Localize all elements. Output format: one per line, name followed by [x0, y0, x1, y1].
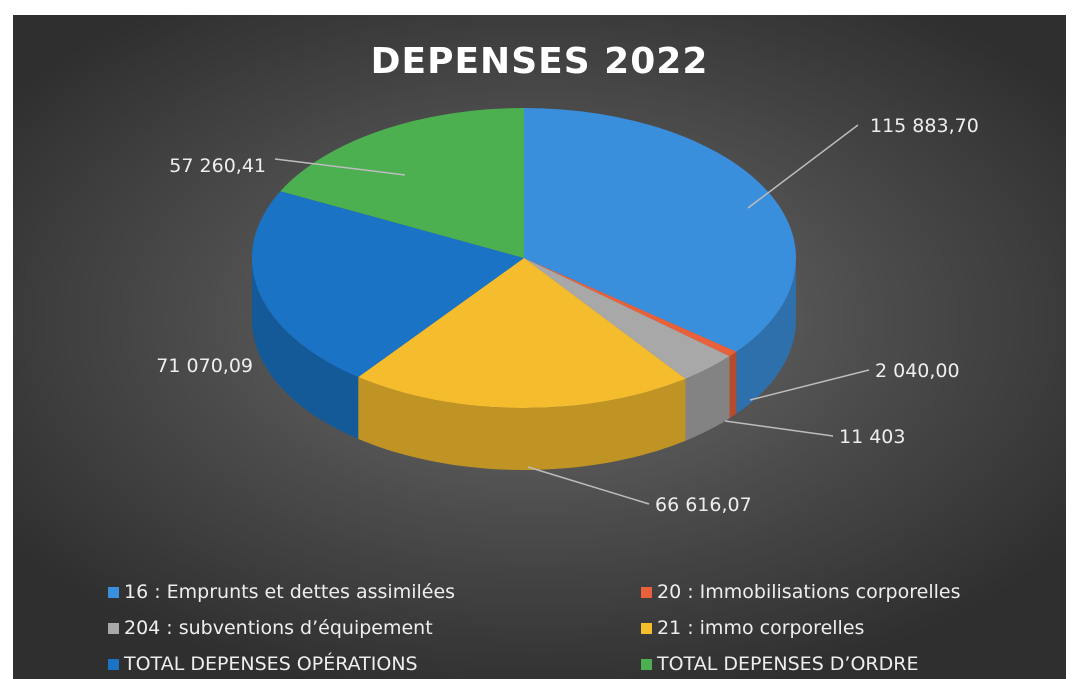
legend-item-3: 21 : immo corporelles [641, 617, 864, 639]
data-label-1: 2 040,00 [875, 360, 960, 382]
legend-swatch-5 [641, 658, 652, 670]
legend-swatch-0 [108, 586, 119, 598]
legend-item-5: TOTAL DEPENSES D’ORDRE [641, 653, 918, 675]
pie-slice-side-3 [358, 377, 686, 470]
legend-swatch-2 [108, 622, 119, 634]
legend-item-4: TOTAL DEPENSES OPÉRATIONS [108, 653, 418, 675]
data-label-5: 57 260,41 [169, 155, 266, 177]
legend-label-4: TOTAL DEPENSES OPÉRATIONS [124, 653, 418, 675]
data-label-0: 115 883,70 [870, 115, 979, 137]
pie-slice-5 [280, 108, 524, 258]
legend-swatch-1 [641, 586, 652, 598]
pie-slice-4 [251, 191, 524, 377]
legend-swatch-3 [641, 622, 652, 634]
legend-item-2: 204 : subventions d’équipement [108, 617, 433, 639]
pie-slice-0 [524, 108, 796, 352]
legend-label-3: 21 : immo corporelles [657, 617, 865, 639]
legend-label-0: 16 : Emprunts et dettes assimilées [124, 581, 456, 603]
pie-slice-side-0 [736, 258, 796, 414]
legend-label-5: TOTAL DEPENSES D’ORDRE [657, 653, 919, 675]
pie-slice-2 [524, 258, 730, 379]
leader-line-2 [724, 420, 834, 437]
pie-slice-side-2 [685, 356, 730, 441]
legend-swatch-4 [108, 658, 119, 670]
pie-chart: 115 883,70 2 040,00 11 403 66 616,07 71 070,… [156, 108, 979, 516]
chart-title: DEPENSES 2022 [370, 41, 709, 82]
leader-line-5 [274, 158, 406, 176]
chart-legend: 16 : Emprunts et dettes assimilées 20 : I… [108, 581, 1008, 679]
pie-slice-1 [524, 258, 737, 357]
leader-line-3 [527, 466, 650, 505]
legend-label-2: 204 : subventions d’équipement [124, 617, 433, 639]
data-label-3: 66 616,07 [655, 494, 752, 516]
legend-item-1: 20 : Immobilisations corporelles [641, 581, 960, 603]
pie-slice-side-1 [729, 351, 737, 419]
pie-slice-3 [358, 258, 686, 409]
leader-line-1 [749, 369, 870, 401]
data-label-4: 71 070,09 [156, 355, 253, 377]
data-label-2: 11 403 [839, 426, 905, 448]
legend-item-0: 16 : Emprunts et dettes assimilées [108, 581, 455, 603]
leader-line-0 [747, 124, 859, 209]
legend-label-1: 20 : Immobilisations corporelles [657, 581, 961, 603]
chart-area: DEPENSES 2022 115 883,70 2 040,00 11 403 66… [13, 15, 1066, 679]
pie-slice-side-4 [252, 258, 359, 439]
